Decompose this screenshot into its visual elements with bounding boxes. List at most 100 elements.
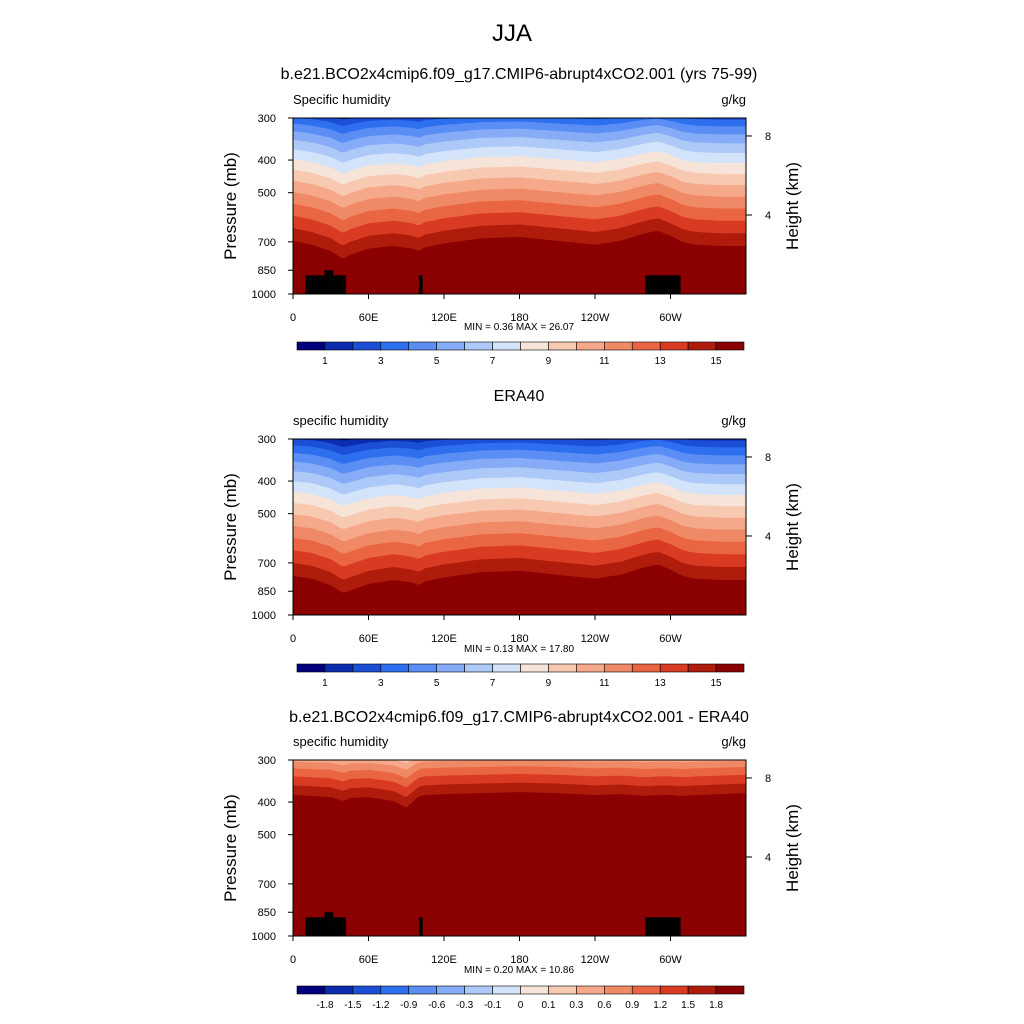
- x-tick-label: 60W: [659, 954, 682, 966]
- colorbar-label: -1.2: [372, 1000, 390, 1011]
- contour-band: [293, 564, 746, 615]
- x-tick-label: 0: [290, 954, 296, 966]
- x-tick-label: 120W: [581, 312, 610, 324]
- colorbar-swatch: [464, 663, 493, 673]
- colorbar-swatch: [436, 985, 465, 995]
- colorbar-swatch: [408, 341, 437, 351]
- colorbar-swatch: [604, 341, 633, 351]
- land-mask: [645, 917, 681, 936]
- x-tick-label: 180: [510, 954, 528, 966]
- x-tick-label: 0: [290, 312, 296, 324]
- colorbar-swatch: [687, 663, 717, 673]
- y-tick-label: 700: [258, 237, 276, 249]
- colorbar-label: 9: [546, 356, 552, 367]
- colorbar-label: 15: [711, 678, 723, 689]
- colorbar-swatch: [520, 663, 549, 673]
- panel-title: b.e21.BCO2x4cmip6.f09_g17.CMIP6-abrupt4x…: [289, 709, 749, 726]
- x-tick-label: 120E: [431, 633, 457, 645]
- x-tick-label: 60E: [359, 633, 379, 645]
- colorbar-label: -0.9: [400, 1000, 418, 1011]
- y2-tick-label: 4: [765, 210, 771, 222]
- panel-left-label: Specific humidity: [293, 92, 391, 107]
- min-max-stats: MIN = 0.20 MAX = 10.86: [464, 965, 574, 976]
- land-mask: [418, 917, 423, 936]
- x-tick-label: 180: [510, 312, 528, 324]
- colorbar-label: 0: [518, 1000, 524, 1011]
- colorbar-swatch: [631, 341, 661, 351]
- colorbar-label: 7: [490, 356, 496, 367]
- colorbar-swatch: [715, 663, 745, 673]
- y-tick-label: 400: [258, 155, 276, 167]
- y-tick-label: 850: [258, 586, 276, 598]
- panel-left-label: specific humidity: [293, 734, 389, 749]
- y-tick-label: 700: [258, 558, 276, 570]
- x-tick-label: 120W: [581, 633, 610, 645]
- colorbar-label: 11: [599, 678, 610, 689]
- colorbar-swatch: [352, 985, 382, 995]
- contour-band: [293, 231, 746, 294]
- y-tick-label: 1000: [252, 610, 276, 622]
- colorbar-label: -1.8: [316, 1000, 334, 1011]
- y-tick-label: 500: [258, 830, 276, 842]
- colorbar-swatch: [687, 341, 717, 351]
- colorbar-swatch: [548, 663, 577, 673]
- panel-left-label: specific humidity: [293, 413, 389, 428]
- colorbar-label: 1.8: [709, 1000, 723, 1011]
- colorbar-swatch: [520, 985, 549, 995]
- min-max-stats: MIN = 0.36 MAX = 26.07: [464, 322, 574, 333]
- colorbar-swatch: [715, 341, 745, 351]
- colorbar-swatch: [548, 341, 577, 351]
- colorbar-swatch: [548, 985, 577, 995]
- min-max-stats: MIN = 0.13 MAX = 17.80: [464, 644, 574, 655]
- colorbar-swatch: [380, 663, 410, 673]
- colorbar-label: 11: [599, 356, 610, 367]
- y-tick-label: 300: [258, 113, 276, 125]
- colorbar-label: -0.6: [428, 1000, 446, 1011]
- colorbar-swatch: [576, 985, 605, 995]
- colorbar-swatch: [352, 341, 382, 351]
- colorbar-swatch: [659, 341, 689, 351]
- y2-tick-label: 8: [765, 773, 771, 785]
- y-tick-label: 850: [258, 907, 276, 919]
- colorbar-label: -0.3: [456, 1000, 474, 1011]
- colorbar-swatch: [631, 663, 661, 673]
- x-tick-label: 60W: [659, 312, 682, 324]
- panel-units-label: g/kg: [721, 734, 746, 749]
- colorbar-swatch: [324, 341, 354, 351]
- panel-title: b.e21.BCO2x4cmip6.f09_g17.CMIP6-abrupt4x…: [281, 66, 758, 83]
- colorbar-label: 0.3: [569, 1000, 583, 1011]
- colorbar-swatch: [408, 663, 437, 673]
- x-tick-label: 180: [510, 633, 528, 645]
- colorbar-swatch: [576, 663, 605, 673]
- y-tick-label: 400: [258, 797, 276, 809]
- y2-axis-label: Height (km): [783, 483, 802, 571]
- y2-tick-label: 8: [765, 452, 771, 464]
- colorbar-swatch: [604, 985, 633, 995]
- colorbar-swatch: [492, 341, 521, 351]
- y-tick-label: 300: [258, 434, 276, 446]
- x-tick-label: 120E: [431, 954, 457, 966]
- land-mask: [305, 917, 325, 936]
- y-tick-label: 300: [258, 755, 276, 767]
- x-tick-label: 60E: [359, 312, 379, 324]
- colorbar-label: 1.2: [653, 1000, 667, 1011]
- colorbar-swatch: [715, 985, 745, 995]
- colorbar-label: 5: [434, 678, 440, 689]
- colorbar-swatch: [296, 985, 326, 995]
- colorbar-label: 1.5: [681, 1000, 695, 1011]
- contour-band: [293, 792, 746, 936]
- colorbar-swatch: [324, 663, 354, 673]
- colorbar-label: -0.1: [484, 1000, 502, 1011]
- colorbar-label: 13: [655, 678, 667, 689]
- colorbar-label: 7: [490, 678, 496, 689]
- y-tick-label: 700: [258, 879, 276, 891]
- land-mask: [645, 275, 681, 294]
- colorbar-swatch: [631, 985, 661, 995]
- y-axis-label: Pressure (mb): [221, 473, 240, 581]
- colorbar-swatch: [687, 985, 717, 995]
- colorbar-swatch: [352, 663, 382, 673]
- colorbar-swatch: [436, 663, 465, 673]
- y-tick-label: 500: [258, 188, 276, 200]
- land-mask: [324, 912, 334, 936]
